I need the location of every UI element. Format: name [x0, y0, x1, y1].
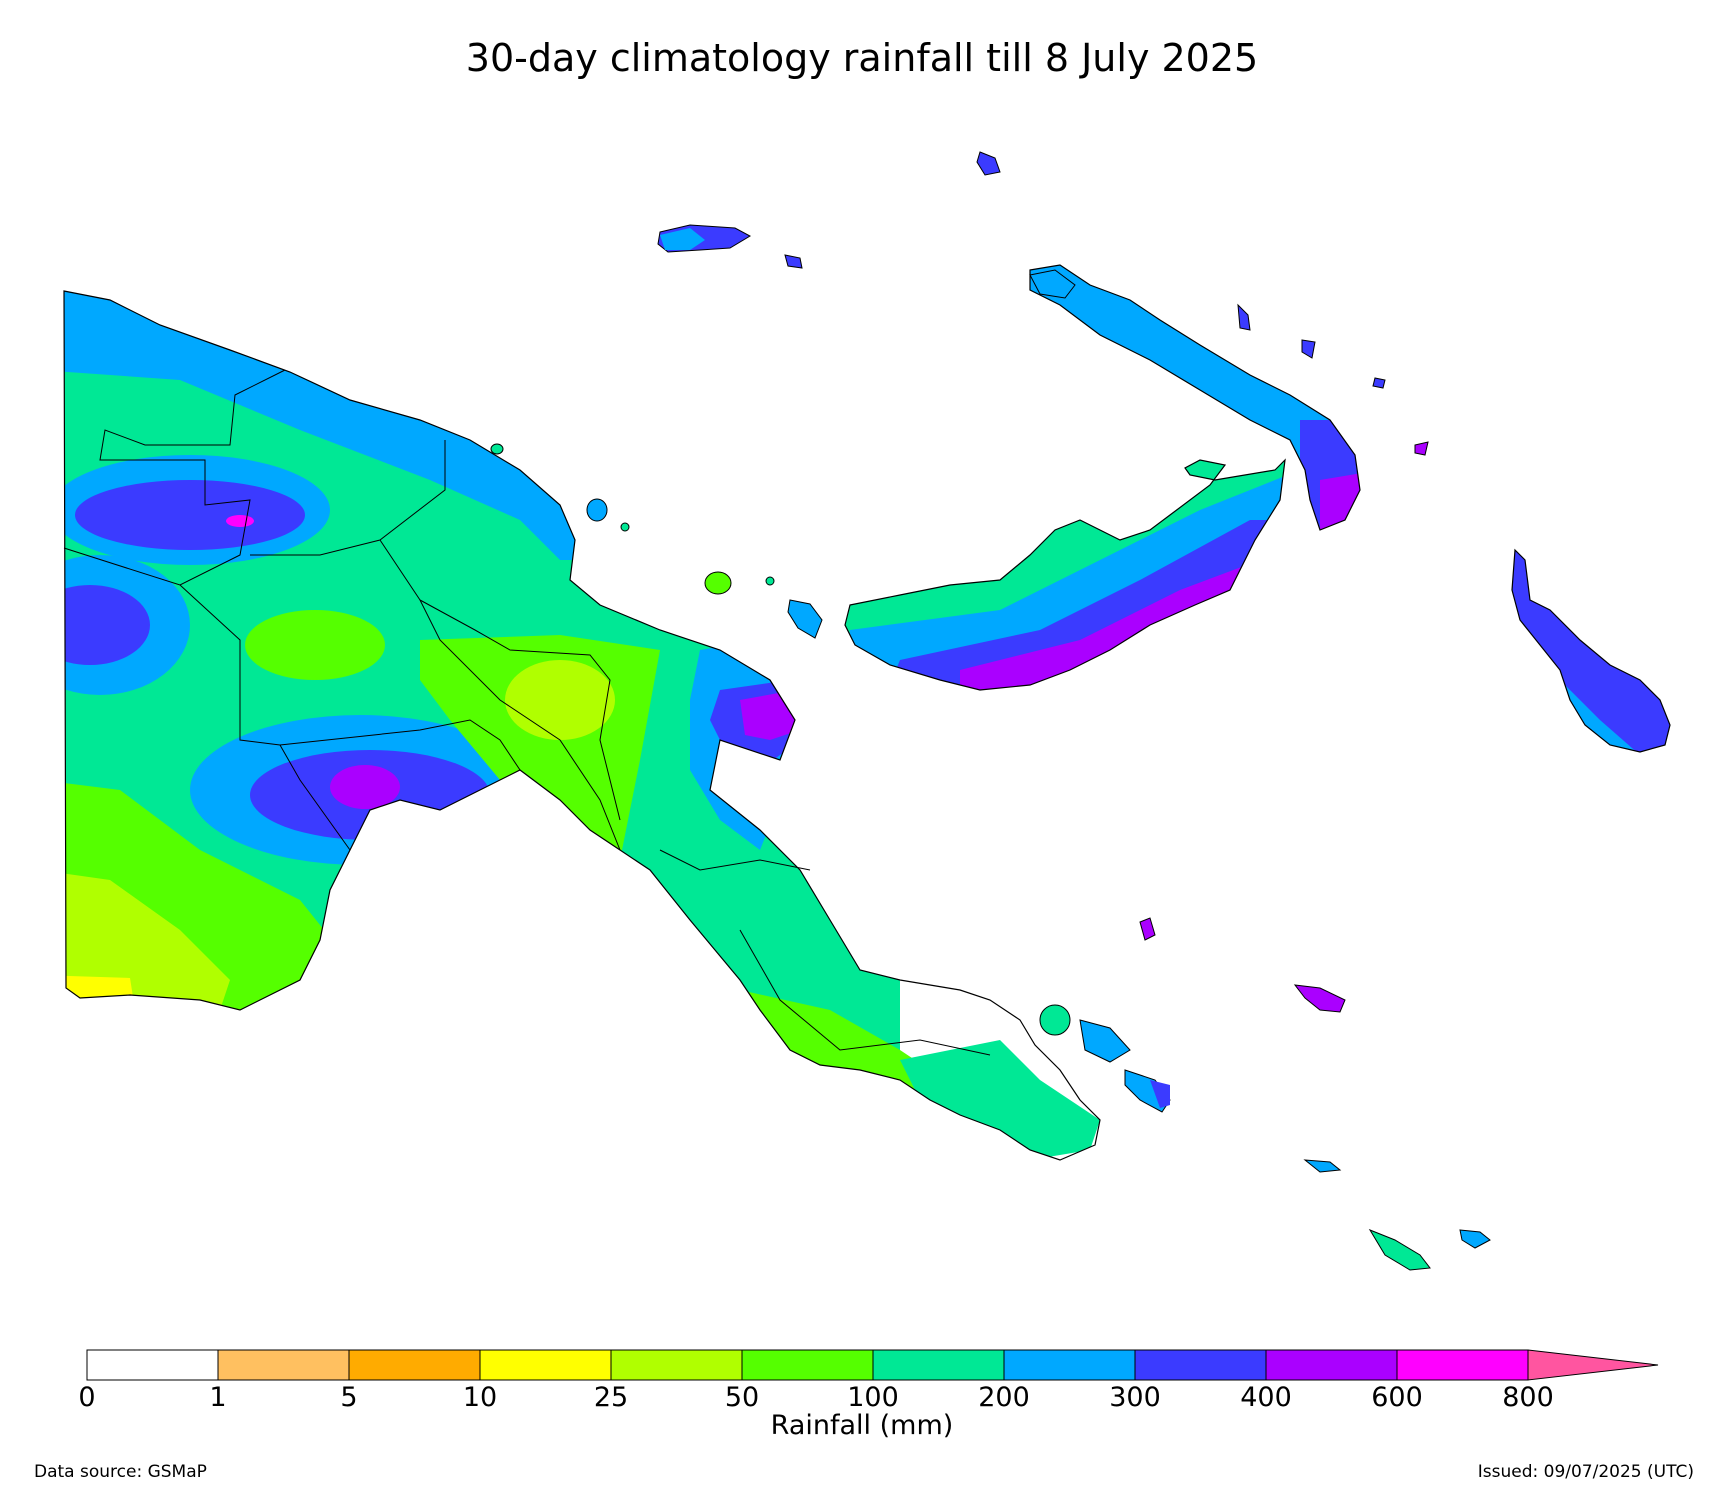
colorbar-tick-label: 5 — [340, 1382, 358, 1413]
colorbar-tick-label: 800 — [1502, 1382, 1554, 1413]
colorbar-cell — [741, 1349, 874, 1381]
colorbar-cell — [1265, 1349, 1398, 1381]
colorbar-cell — [348, 1349, 481, 1381]
issued-date-note: Issued: 09/07/2025 (UTC) — [1477, 1462, 1694, 1482]
colorbar-tick-label: 50 — [724, 1382, 760, 1413]
colorbar-tick-label: 1 — [209, 1382, 227, 1413]
colorbar-cell — [1134, 1349, 1267, 1381]
colorbar — [86, 1349, 1659, 1381]
colorbar-cell — [217, 1349, 350, 1381]
colorbar-cell — [86, 1349, 219, 1381]
colorbar-tick-label: 300 — [1109, 1382, 1161, 1413]
colorbar-tick-label: 0 — [78, 1382, 96, 1413]
colorbar-tick-label: 10 — [462, 1382, 498, 1413]
colorbar-tick-label: 600 — [1371, 1382, 1423, 1413]
colorbar-tick-label: 400 — [1240, 1382, 1292, 1413]
map-title: 30-day climatology rainfall till 8 July … — [465, 36, 1259, 80]
colorbar-cell — [1396, 1349, 1529, 1381]
colorbar-cell — [479, 1349, 612, 1381]
colorbar-label: Rainfall (mm) — [770, 1410, 954, 1441]
colorbar-cell — [1003, 1349, 1136, 1381]
colorbar-tick-label: 25 — [593, 1382, 629, 1413]
colorbar-tick-label: 200 — [978, 1382, 1030, 1413]
colorbar-cell — [610, 1349, 743, 1381]
data-source-note: Data source: GSMaP — [34, 1462, 207, 1482]
colorbar-extend-arrow — [1527, 1349, 1659, 1381]
colorbar-cell — [872, 1349, 1005, 1381]
colorbar-tick-label: 100 — [847, 1382, 899, 1413]
